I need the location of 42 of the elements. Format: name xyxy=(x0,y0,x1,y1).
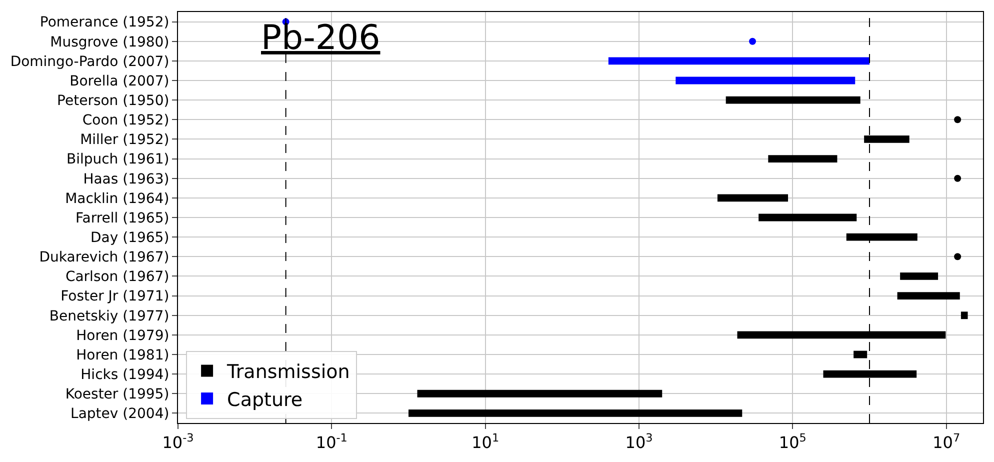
y-tick-label: Macklin (1964) xyxy=(65,190,170,207)
y-tick-label: Pomerance (1952) xyxy=(40,14,170,31)
y-tick-label: Day (1965) xyxy=(90,230,170,246)
bar xyxy=(897,292,960,300)
y-tick-label: Horen (1979) xyxy=(76,328,170,344)
y-tick-label: Carlson (1967) xyxy=(65,269,170,286)
bar xyxy=(960,312,968,320)
y-tick-label: Coon (1952) xyxy=(82,112,170,129)
bar xyxy=(608,57,870,65)
y-tick-label: Haas (1963) xyxy=(83,171,170,188)
bar xyxy=(717,194,788,202)
bar xyxy=(900,272,938,280)
bar xyxy=(854,350,868,358)
x-tick-label: 10$^{3}$ xyxy=(625,431,653,452)
y-tick-label: Foster Jr (1971) xyxy=(60,288,170,305)
y-tick-label: Domingo-Pardo (2007) xyxy=(10,54,170,70)
chart-title: Pb-206 xyxy=(261,18,380,58)
y-tick-label: Bilpuch (1961) xyxy=(66,152,170,168)
y-tick-label: Miller (1952) xyxy=(80,132,170,148)
x-tick-label: 10$^{7}$ xyxy=(932,431,960,452)
legend-label: Transmission xyxy=(226,361,350,384)
y-tick-label: Koester (1995) xyxy=(65,386,170,403)
bar xyxy=(676,76,856,84)
bar xyxy=(726,96,860,104)
y-tick-label: Hicks (1994) xyxy=(80,366,170,383)
y-tick-label: Laptev (2004) xyxy=(70,406,170,422)
x-tick-label: 10$^{-1}$ xyxy=(316,431,348,452)
x-tick-label: 10$^{5}$ xyxy=(778,431,806,452)
y-tick-label: Dukarevich (1967) xyxy=(39,250,170,266)
y-tick-label: Farrell (1965) xyxy=(75,210,170,226)
x-tick-label: 10$^{1}$ xyxy=(472,431,500,452)
y-tick-label: Borella (2007) xyxy=(70,73,170,90)
y-tick-label: Peterson (1950) xyxy=(57,92,170,109)
y-tick-label: Horen (1981) xyxy=(76,347,170,364)
bar xyxy=(417,390,662,398)
legend-label: Capture xyxy=(227,388,303,411)
y-tick-label: Musgrove (1980) xyxy=(50,34,170,50)
bar xyxy=(758,214,857,222)
bar xyxy=(768,155,838,162)
y-tick-label: Benetskiy (1977) xyxy=(49,308,170,324)
x-tick-label: 10$^{-3}$ xyxy=(162,431,194,452)
bar xyxy=(408,410,742,417)
